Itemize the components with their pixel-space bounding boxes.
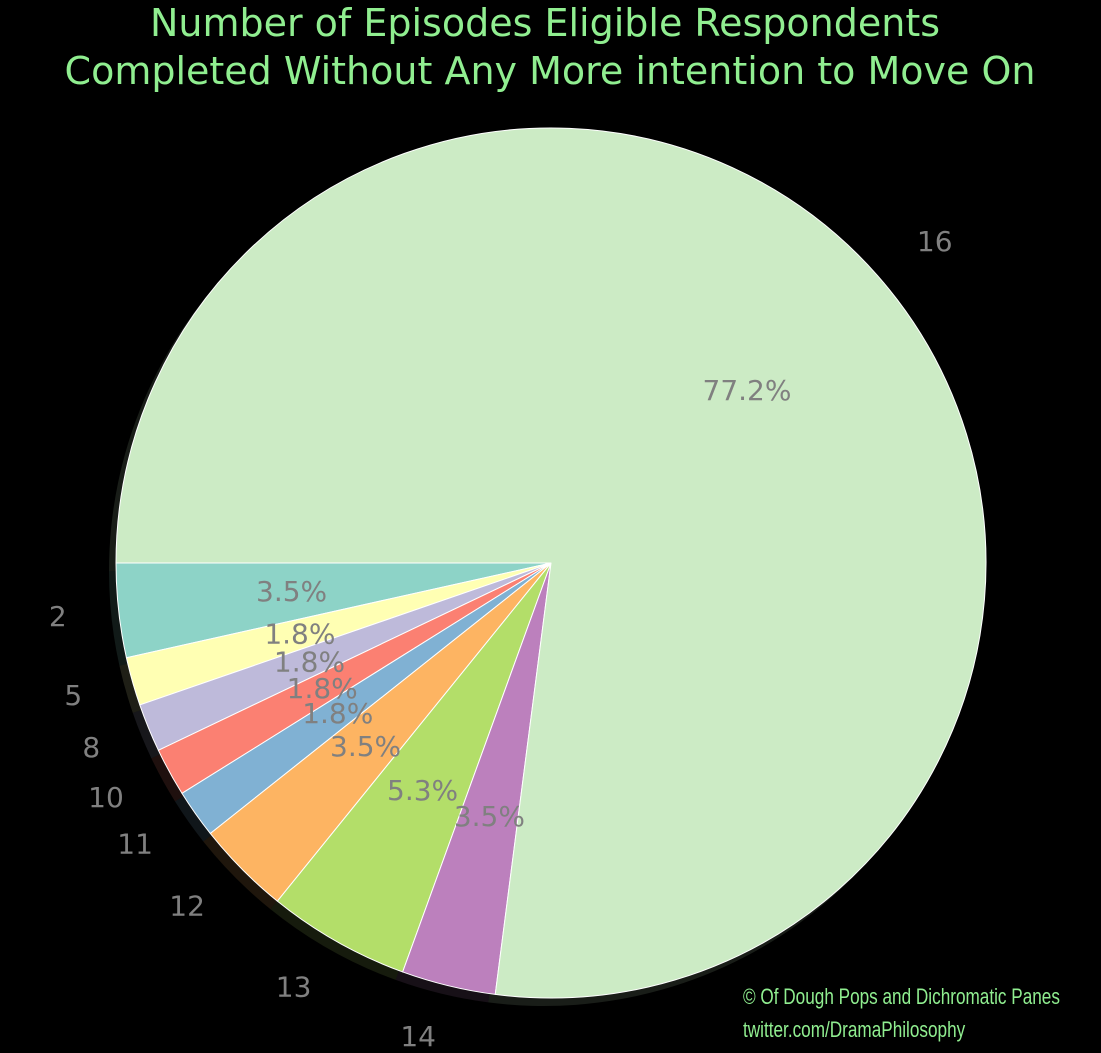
percent-label-2: 3.5% <box>256 575 327 608</box>
percent-label-12: 3.5% <box>330 730 401 763</box>
chart-title-line-2: Completed Without Any More intention to … <box>65 49 1036 93</box>
credit-copyright: © Of Dough Pops and Dichromatic Panes <box>743 984 1060 1009</box>
percent-label-11: 1.8% <box>302 697 373 730</box>
percent-label-16: 77.2% <box>703 374 792 407</box>
percent-labels: 3.5%1.8%1.8%1.8%1.8%3.5%5.3%3.5%77.2% <box>256 374 791 833</box>
percent-label-13: 5.3% <box>387 774 458 807</box>
percent-label-14: 3.5% <box>454 800 525 833</box>
category-label-14: 14 <box>400 1020 436 1053</box>
credit-twitter-handle: twitter.com/DramaPhilosophy <box>743 1017 966 1042</box>
category-label-12: 12 <box>169 889 205 922</box>
category-label-16: 16 <box>917 225 953 258</box>
pie-slices <box>115 127 987 999</box>
slice-13 <box>276 562 552 973</box>
category-label-2: 2 <box>49 600 67 633</box>
percent-label-10: 1.8% <box>287 672 358 705</box>
slice-16 <box>115 127 987 999</box>
category-label-11: 11 <box>117 827 153 860</box>
category-label-13: 13 <box>276 971 312 1004</box>
percent-label-5: 1.8% <box>264 618 335 651</box>
category-label-8: 8 <box>82 731 100 764</box>
category-labels: 2 58 10 11 12 13 14 16 <box>49 225 953 1053</box>
category-label-10: 10 <box>88 781 124 814</box>
chart-title-line-1: Number of Episodes Eligible Respondents <box>150 1 940 45</box>
percent-label-8: 1.8% <box>274 645 345 678</box>
category-label-5: 5 <box>64 679 82 712</box>
